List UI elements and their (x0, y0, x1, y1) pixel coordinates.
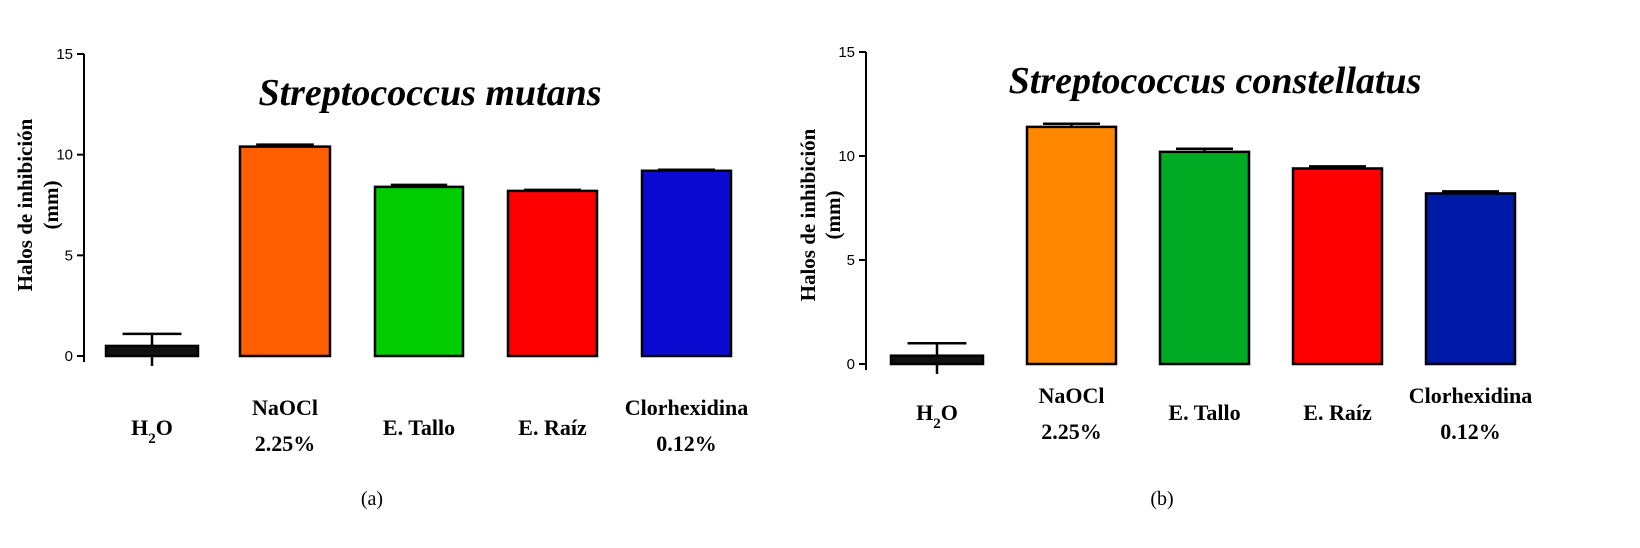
y-tick-label: 5 (847, 252, 855, 269)
y-tick-label: 15 (56, 46, 73, 63)
y-tick-label: 10 (56, 147, 73, 164)
bar (889, 354, 985, 366)
chart-title: Streptococcus mutans (258, 72, 601, 114)
panel-label: (a) (361, 488, 383, 510)
bar (238, 145, 332, 358)
x-tick-label: NaOCl (1039, 383, 1105, 408)
bar (1424, 192, 1517, 366)
x-tick-label-line2: 0.12% (1440, 419, 1501, 444)
y-tick-label: 15 (838, 44, 855, 61)
bar (373, 185, 465, 358)
x-tick-label-line2: 2.25% (255, 431, 316, 456)
bar (1025, 125, 1118, 366)
x-tick-label: E. Raíz (518, 415, 587, 440)
x-tick-label: NaOCl (252, 395, 318, 420)
x-tick-label: Clorhexidina (1409, 383, 1532, 408)
y-axis-label: Halos de inhibición (796, 128, 820, 301)
x-tick-label-line2: 2.25% (1041, 419, 1102, 444)
panel-label: (b) (1150, 488, 1173, 510)
bar (104, 344, 200, 358)
chart-panel-b: Streptococcus constellatus 0 5 10 15 Halos de… (796, 44, 1532, 510)
bar (506, 189, 599, 358)
x-tick-label: E. Raíz (1303, 400, 1372, 425)
bar (1158, 150, 1251, 366)
chart-title: Streptococcus constellatus (1009, 60, 1422, 102)
bar (640, 169, 733, 358)
x-tick-label: E. Tallo (1168, 400, 1240, 425)
y-axis-label-unit: (mm) (39, 181, 63, 230)
y-tick-label: 0 (847, 356, 855, 373)
chart-panel-a: Streptococcus mutans 0 5 10 15 Halos de inhib… (13, 46, 748, 510)
x-tick-label-line2: 0.12% (656, 431, 717, 456)
y-axis-label: Halos de inhibición (13, 118, 37, 291)
x-tick-label: Clorhexidina (625, 395, 748, 420)
y-tick-label: 10 (838, 148, 855, 165)
bar (1291, 167, 1384, 366)
x-tick-label: H2O (131, 415, 173, 447)
y-axis-label-unit: (mm) (821, 191, 845, 240)
x-tick-label: E. Tallo (383, 415, 455, 440)
x-tick-label: H2O (916, 400, 958, 432)
y-tick-label: 5 (65, 247, 73, 264)
y-tick-label: 0 (65, 348, 73, 365)
